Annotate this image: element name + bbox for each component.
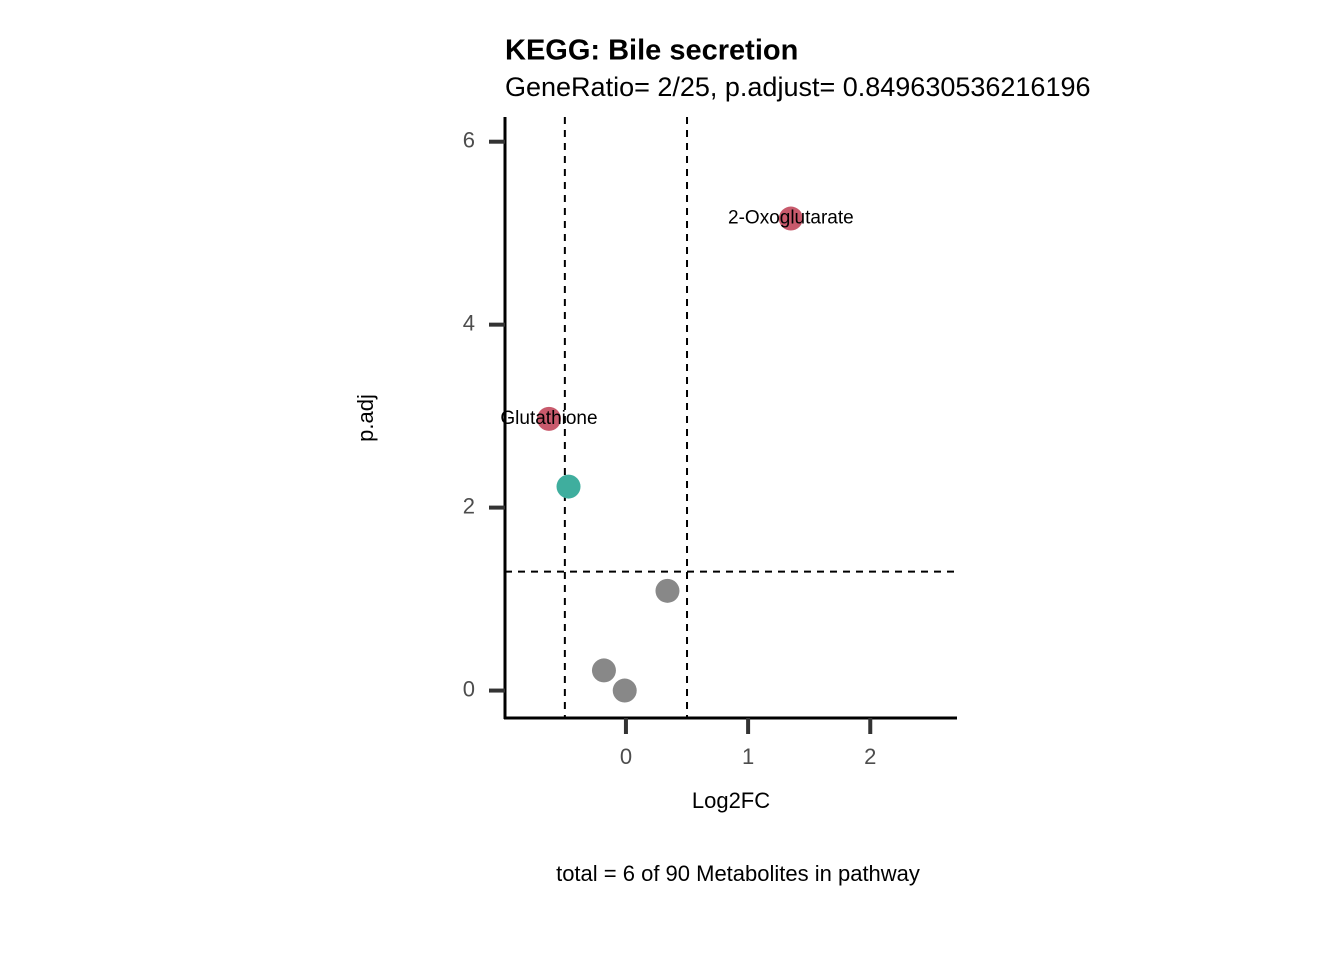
point bbox=[536, 406, 561, 431]
point bbox=[591, 658, 616, 683]
y-tick-label: 0 bbox=[463, 676, 475, 701]
y-tick-label: 2 bbox=[463, 493, 475, 518]
point-label: 2-Oxoglutarate bbox=[728, 208, 854, 229]
caption: total = 6 of 90 Metabolites in pathway bbox=[556, 861, 920, 886]
point bbox=[778, 206, 803, 231]
y-tick-label: 4 bbox=[463, 310, 475, 335]
x-axis-label: Log2FC bbox=[692, 788, 770, 813]
x-tick-label: 2 bbox=[864, 744, 876, 769]
y-axis-label: p.adj bbox=[353, 394, 378, 442]
x-tick-label: 0 bbox=[620, 744, 632, 769]
y-tick-label: 6 bbox=[463, 128, 475, 153]
point bbox=[556, 474, 581, 499]
x-tick-label: 1 bbox=[742, 744, 754, 769]
point-label: Glutathione bbox=[500, 408, 597, 429]
chart-subtitle: GeneRatio= 2/25, p.adjust= 0.84963053621… bbox=[505, 72, 1091, 102]
point bbox=[612, 678, 637, 703]
chart-title: KEGG: Bile secretion bbox=[505, 35, 798, 67]
point bbox=[655, 578, 680, 603]
